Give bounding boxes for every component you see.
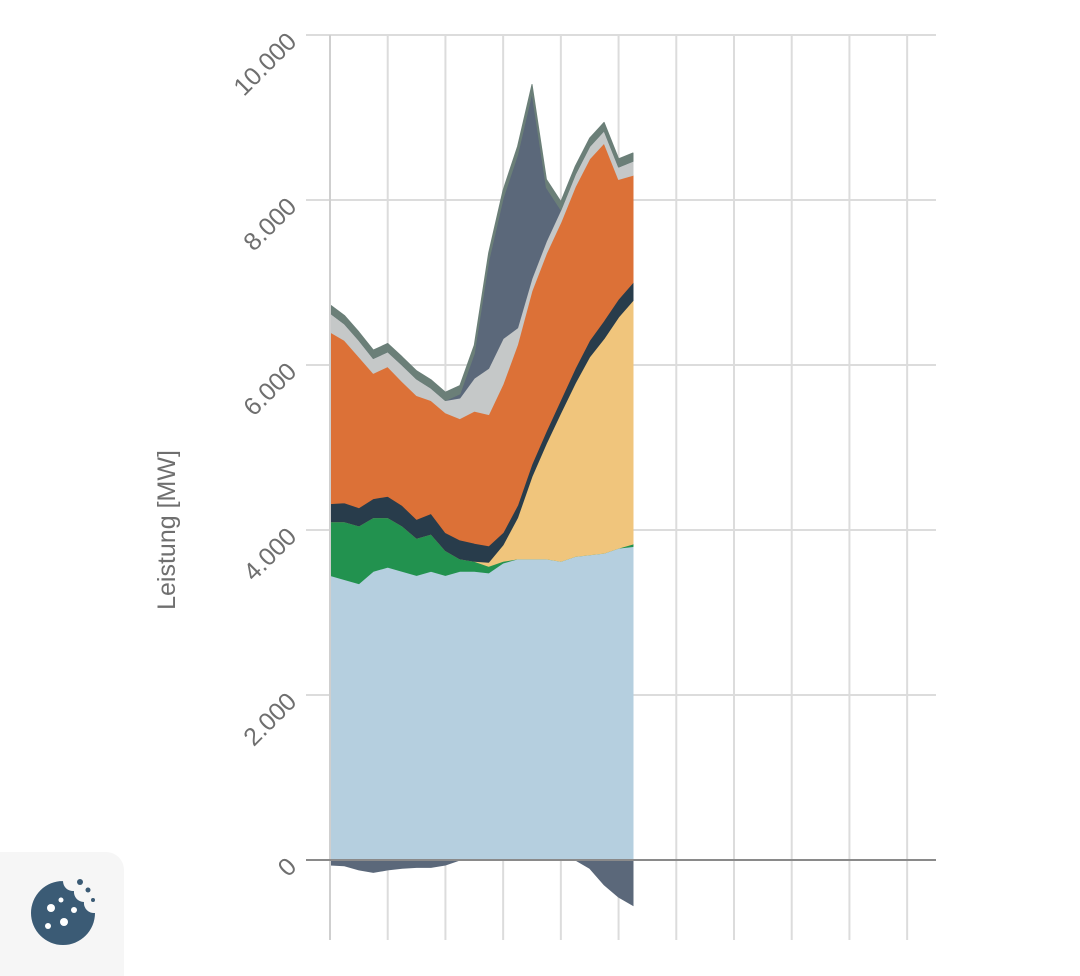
cookie-icon bbox=[31, 879, 95, 945]
area-teal bbox=[329, 84, 634, 401]
y-tick-label: 8.000 bbox=[238, 192, 302, 256]
y-tick-label: 2.000 bbox=[238, 687, 302, 751]
y-tick-labels: 0 2.000 4.000 6.000 8.000 10.000 bbox=[228, 27, 302, 882]
area-negative bbox=[329, 859, 634, 907]
axes bbox=[306, 35, 936, 940]
y-tick-label: 0 bbox=[273, 852, 303, 882]
chart-areas bbox=[329, 84, 634, 907]
cookie-settings-button[interactable] bbox=[0, 852, 124, 976]
area-base bbox=[329, 546, 634, 861]
y-tick-label: 4.000 bbox=[238, 522, 302, 586]
y-axis-title: Leistung [MW] bbox=[153, 450, 181, 610]
y-tick-label: 6.000 bbox=[238, 357, 302, 421]
y-tick-label: 10.000 bbox=[228, 27, 302, 101]
